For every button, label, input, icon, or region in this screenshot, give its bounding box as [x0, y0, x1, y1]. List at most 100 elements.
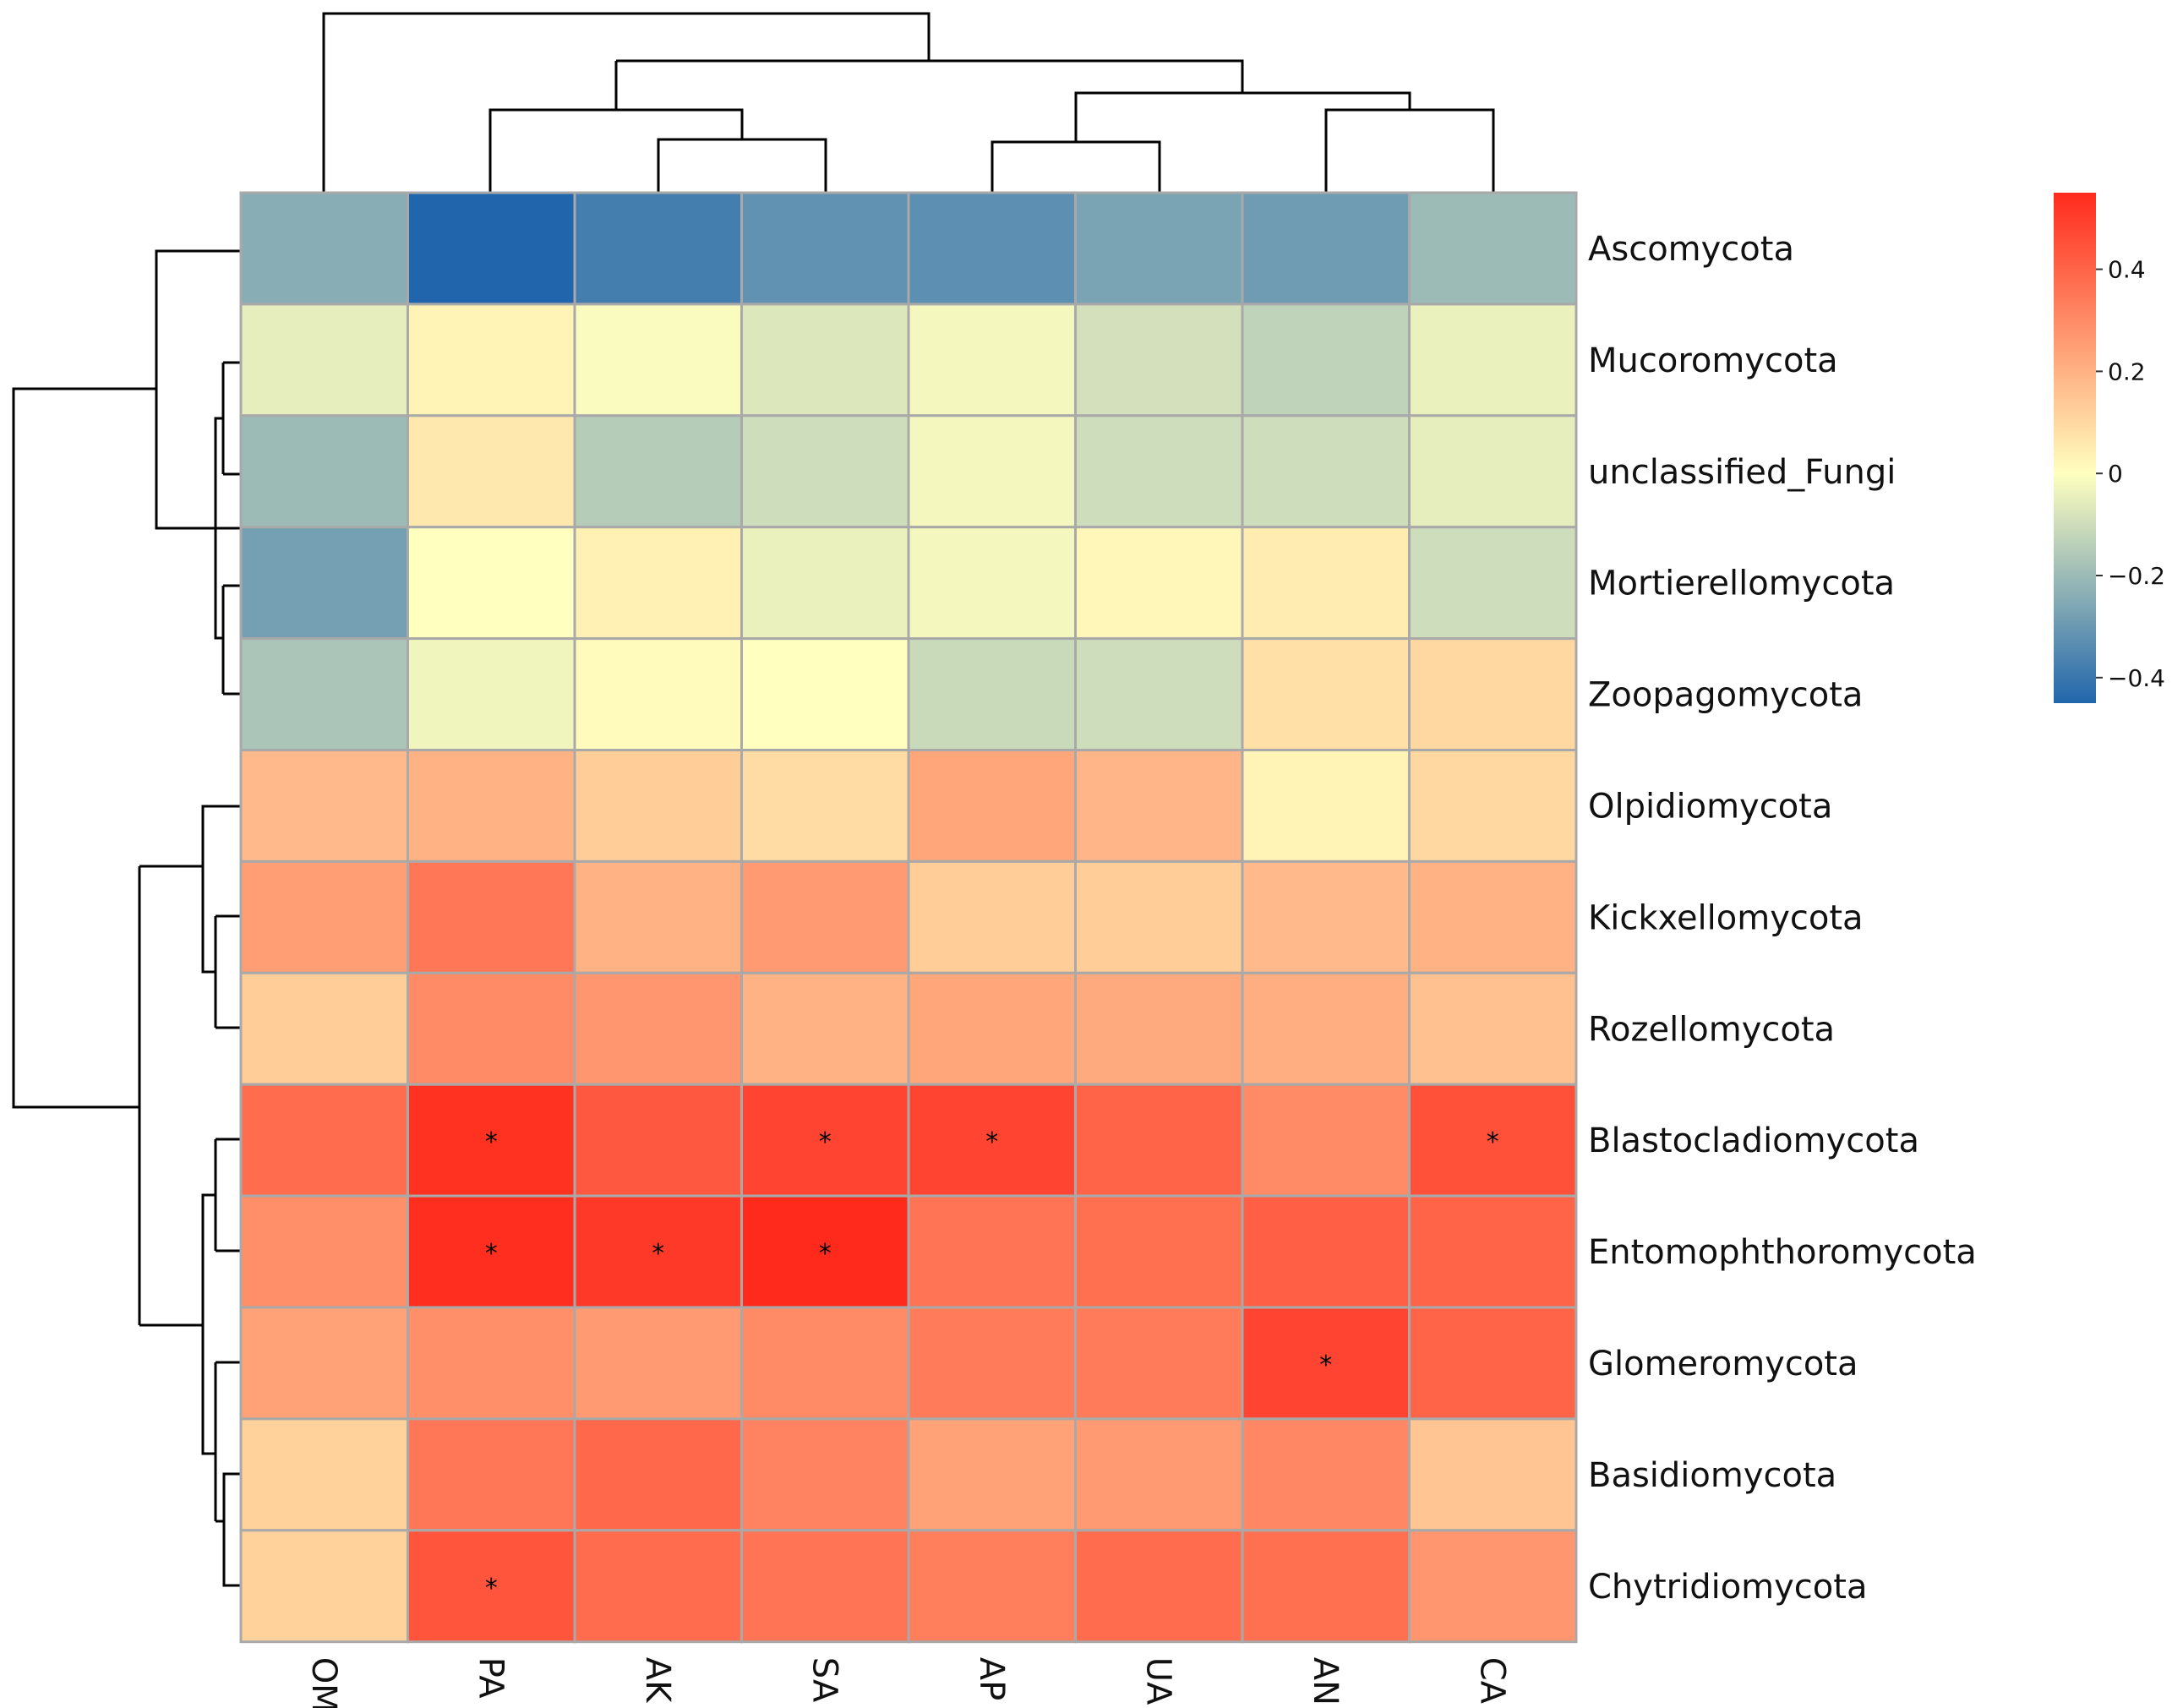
legend-tick-label: −0.4 — [2108, 664, 2165, 692]
heatmap-cell — [907, 1529, 1077, 1644]
row-dendro-fungi-group-top — [214, 417, 223, 528]
heatmap-cell — [239, 749, 409, 863]
row-dendro-blast-ento — [214, 1138, 241, 1252]
heatmap-cell — [239, 1306, 409, 1421]
row-label: Mucoromycota — [1588, 341, 1838, 380]
heatmap-cell — [407, 971, 576, 1086]
heatmap-cell — [573, 1417, 743, 1532]
heatmap-cell — [1074, 1083, 1244, 1198]
heatmap-cell — [239, 1083, 409, 1198]
heatmap-cell — [1241, 414, 1411, 529]
column-label: UA — [1138, 1657, 1177, 1705]
heatmap-cell — [1408, 1417, 1578, 1532]
col-dendro-ak-sa — [657, 138, 827, 194]
column-label: SA — [805, 1657, 843, 1703]
heatmap-cell — [407, 303, 576, 417]
heatmap-cell — [1074, 303, 1244, 417]
significance-marker: * — [652, 1239, 664, 1269]
heatmap-cell — [1241, 1194, 1411, 1309]
heatmap-cell — [907, 1417, 1077, 1532]
heatmap-cell — [1241, 971, 1411, 1086]
heatmap-cell — [1241, 1529, 1411, 1644]
heatmap-cell — [573, 749, 743, 863]
heatmap-cell — [1074, 1417, 1244, 1532]
heatmap-cell — [1074, 191, 1244, 306]
column-label: AN — [1306, 1657, 1345, 1705]
heatmap-cell — [573, 414, 743, 529]
heatmap-cell — [573, 303, 743, 417]
heatmap-cell — [1408, 1194, 1578, 1309]
row-label: Ascomycota — [1588, 230, 1794, 269]
significance-marker: * — [1487, 1127, 1499, 1157]
heatmap-cell — [573, 859, 743, 974]
heatmap-cell — [740, 859, 910, 974]
legend-tick-label: 0.2 — [2108, 357, 2146, 385]
heatmap-cell — [740, 1306, 910, 1421]
heatmap-cell — [1408, 859, 1578, 974]
row-label: Entomophthoromycota — [1588, 1233, 1977, 1272]
column-label: CA — [1472, 1657, 1511, 1705]
heatmap-cell — [407, 749, 576, 863]
heatmap-cell — [1408, 303, 1578, 417]
legend-tick-label: 0 — [2108, 460, 2123, 488]
significance-marker: * — [819, 1127, 832, 1157]
row-dendro-kick-roz — [214, 914, 241, 1029]
row-label: Mortierellomycota — [1588, 565, 1895, 603]
heatmap-cell — [1408, 414, 1578, 529]
heatmap-cell — [573, 1306, 743, 1421]
row-dendro-lower-branch — [139, 1193, 216, 1455]
heatmap-cell — [1074, 1194, 1244, 1309]
heatmap-cell — [1074, 859, 1244, 974]
heatmap-cell — [239, 191, 409, 306]
row-dendro-olp-branch — [139, 805, 241, 974]
heatmap-cell — [407, 1529, 576, 1644]
column-label: AK — [638, 1657, 677, 1704]
column-labels: OM PA AK SA AP UA AN CA — [304, 1657, 1512, 1708]
heatmap-cell — [407, 637, 576, 751]
heatmap-cell — [907, 191, 1077, 306]
heatmap-cell — [239, 1417, 409, 1532]
column-label: PA — [471, 1657, 510, 1700]
heatmap-cell — [907, 971, 1077, 1086]
heatmap-cell — [740, 637, 910, 751]
heatmap-cell — [1408, 1306, 1578, 1421]
heatmap-cell — [573, 1194, 743, 1309]
heatmap-cell — [1408, 971, 1578, 1086]
heatmap-cell — [1074, 414, 1244, 529]
col-dendro-top-merge — [616, 59, 1244, 93]
heatmap-cell — [407, 1194, 576, 1309]
row-label: Kickxellomycota — [1588, 898, 1864, 937]
heatmap-cell — [573, 526, 743, 641]
row-label: Chytridiomycota — [1588, 1568, 1867, 1607]
heatmap-cell — [1241, 749, 1411, 863]
heatmap-cell — [1408, 637, 1578, 751]
heatmap-cell — [1241, 637, 1411, 751]
significance-marker: * — [1319, 1351, 1332, 1380]
heatmap-cell — [1074, 637, 1244, 751]
heatmap-cell — [1408, 191, 1578, 306]
heatmap-cell — [573, 637, 743, 751]
heatmap-cell — [907, 1083, 1077, 1198]
col-dendro-right-right — [1242, 91, 1411, 110]
heatmap-cell — [907, 414, 1077, 529]
heatmap-cell — [407, 414, 576, 529]
heatmap-cell — [239, 1529, 409, 1644]
heatmap-cell — [740, 191, 910, 306]
row-dendro-basid-chytr — [216, 1472, 241, 1587]
heatmap-cell — [907, 859, 1077, 974]
row-label: Olpidiomycota — [1588, 787, 1832, 826]
heatmap-cell — [1074, 971, 1244, 1086]
heatmap-cell — [907, 1194, 1077, 1309]
significance-marker: * — [485, 1574, 498, 1603]
heatmap-cell — [407, 191, 576, 306]
row-dendro-fungi-group-bottom — [214, 528, 223, 640]
row-label: Blastocladiomycota — [1588, 1121, 1919, 1160]
heatmap-cell — [239, 526, 409, 641]
col-dendro-an-ca — [1324, 108, 1495, 194]
color-legend: 0.4 0.2 0 −0.2 −0.4 — [2054, 193, 2165, 703]
legend-tick-label: 0.4 — [2108, 256, 2146, 284]
row-dendrogram — [12, 249, 241, 1587]
heatmap-cell — [239, 1194, 409, 1309]
legend-tick-label: −0.2 — [2108, 562, 2165, 590]
